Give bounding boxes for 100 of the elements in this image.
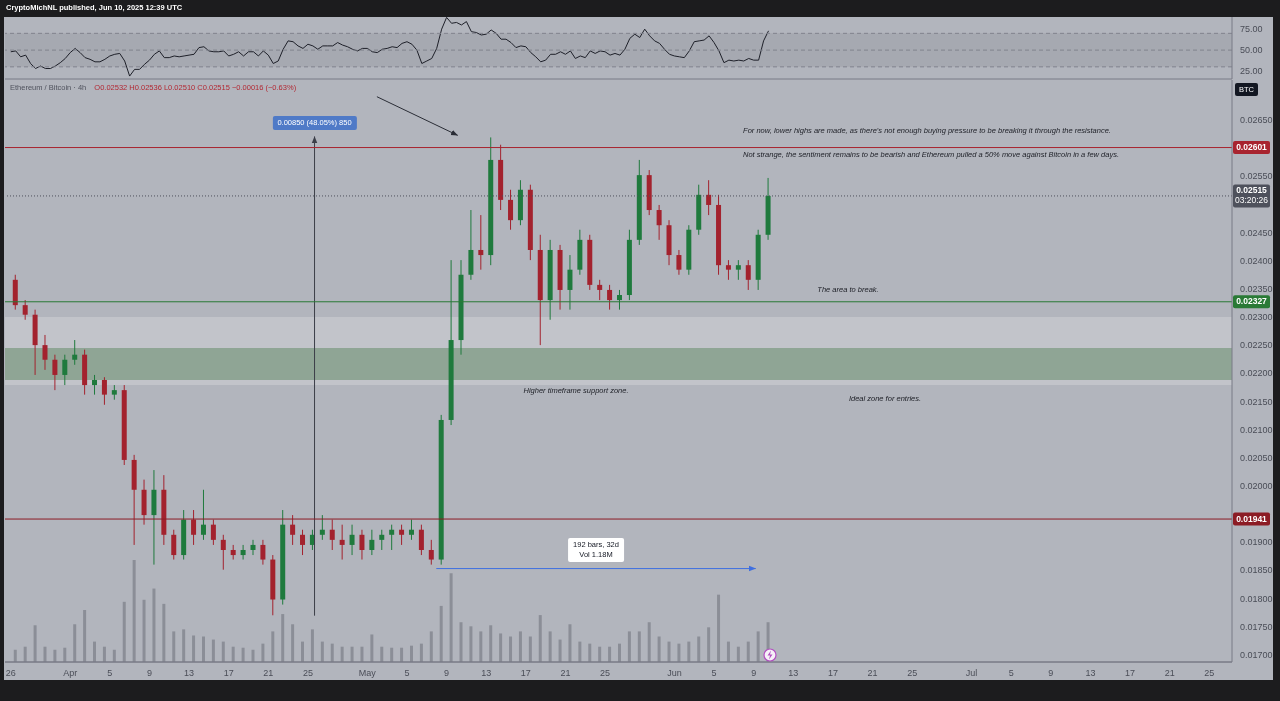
candlestick: [418, 524, 424, 556]
x-tick-label: 21: [560, 668, 571, 679]
candlestick: [676, 249, 682, 276]
bar: [73, 624, 77, 662]
candlestick: [171, 529, 177, 561]
candlestick: [359, 529, 365, 561]
y-tick-label: 0.02000: [1240, 481, 1273, 492]
bar: [380, 646, 384, 662]
bar: [330, 643, 334, 662]
bar: [350, 646, 354, 662]
candlestick: [290, 514, 296, 546]
bar: [687, 641, 691, 662]
ref-line-label: 0.02601: [1236, 142, 1268, 153]
bar: [201, 636, 205, 662]
y-tick-label: 0.01750: [1240, 621, 1273, 632]
y-tick-label: 0.02150: [1240, 396, 1273, 407]
candlestick: [597, 279, 603, 301]
bar: [310, 629, 314, 662]
candlestick: [478, 214, 484, 271]
bar: [756, 631, 760, 662]
bar: [301, 641, 305, 662]
bar: [23, 646, 27, 662]
candlestick: [250, 539, 256, 556]
x-tick-label: 25: [302, 668, 313, 679]
bar: [400, 647, 404, 662]
bar: [746, 641, 750, 662]
y-tick-label: 0.01850: [1240, 565, 1273, 576]
candlestick: [319, 514, 325, 541]
x-tick-label: 13: [481, 668, 492, 679]
bar: [281, 614, 285, 662]
bar: [548, 631, 552, 662]
candlestick: [745, 259, 751, 291]
x-tick-label: 13: [184, 668, 195, 679]
bar: [509, 636, 513, 662]
y-tick-label: 0.02200: [1240, 368, 1273, 379]
bar: [617, 643, 621, 662]
x-tick-label: 17: [223, 668, 234, 679]
y-tick-label: 0.02450: [1240, 227, 1273, 238]
bar: [172, 631, 176, 662]
bar: [419, 643, 423, 662]
candlestick: [210, 519, 216, 546]
bar: [469, 626, 473, 662]
candlestick: [101, 376, 107, 406]
candlestick: [399, 524, 405, 546]
bar: [241, 647, 245, 662]
bar: [459, 622, 463, 662]
candlestick: [725, 259, 731, 281]
bar: [162, 603, 166, 662]
x-tick-label: 25: [600, 668, 611, 679]
bar: [657, 636, 661, 662]
bar: [291, 624, 295, 662]
bar: [221, 641, 225, 662]
candlestick: [408, 519, 414, 541]
y-tick-label: 0.02250: [1240, 340, 1273, 351]
x-tick-label: 9: [751, 668, 757, 679]
bar: [518, 631, 522, 662]
x-tick-label: Jun: [667, 668, 682, 679]
x-tick-label: 17: [520, 668, 531, 679]
bar: [340, 646, 344, 662]
bar: [370, 634, 374, 662]
bar: [627, 631, 631, 662]
candlestick: [220, 534, 226, 571]
x-tick-label: 21: [263, 668, 274, 679]
candlestick: [260, 539, 266, 566]
y-tick-label: 0.02100: [1240, 424, 1273, 435]
x-tick-label: 5: [711, 668, 717, 679]
candlestick: [191, 509, 197, 546]
bar: [429, 631, 433, 662]
bar: [409, 645, 413, 662]
candlestick: [52, 354, 58, 391]
bar: [132, 560, 136, 662]
candlestick: [369, 529, 375, 556]
y-tick-label: 75.00: [1240, 24, 1263, 35]
bar: [528, 636, 532, 662]
bar: [93, 641, 97, 662]
candlestick: [72, 339, 78, 366]
candlestick: [389, 524, 395, 551]
bar: [637, 631, 641, 662]
x-tick-label: 26: [5, 668, 16, 679]
x-tick-label: 5: [1008, 668, 1014, 679]
bar: [142, 599, 146, 662]
x-tick-label: 25: [907, 668, 918, 679]
x-tick-label: 21: [1164, 668, 1175, 679]
candlestick: [508, 189, 514, 231]
bar: [717, 594, 721, 662]
bar: [33, 625, 37, 662]
bar: [707, 627, 711, 662]
x-tick-label: May: [358, 668, 377, 679]
bar: [152, 588, 156, 662]
bar: [390, 647, 394, 662]
candlestick: [200, 489, 206, 541]
ref-line-label: 0.02515 03:20:26: [1234, 185, 1269, 206]
y-tick-label: 0.02650: [1240, 115, 1273, 126]
x-tick-label: 9: [146, 668, 152, 679]
bar: [598, 646, 602, 662]
bar: [647, 622, 651, 662]
y-tick-label: 0.01800: [1240, 593, 1273, 604]
candlestick: [607, 284, 613, 311]
bar: [231, 646, 235, 662]
ref-line-label: 0.01941: [1236, 513, 1268, 524]
